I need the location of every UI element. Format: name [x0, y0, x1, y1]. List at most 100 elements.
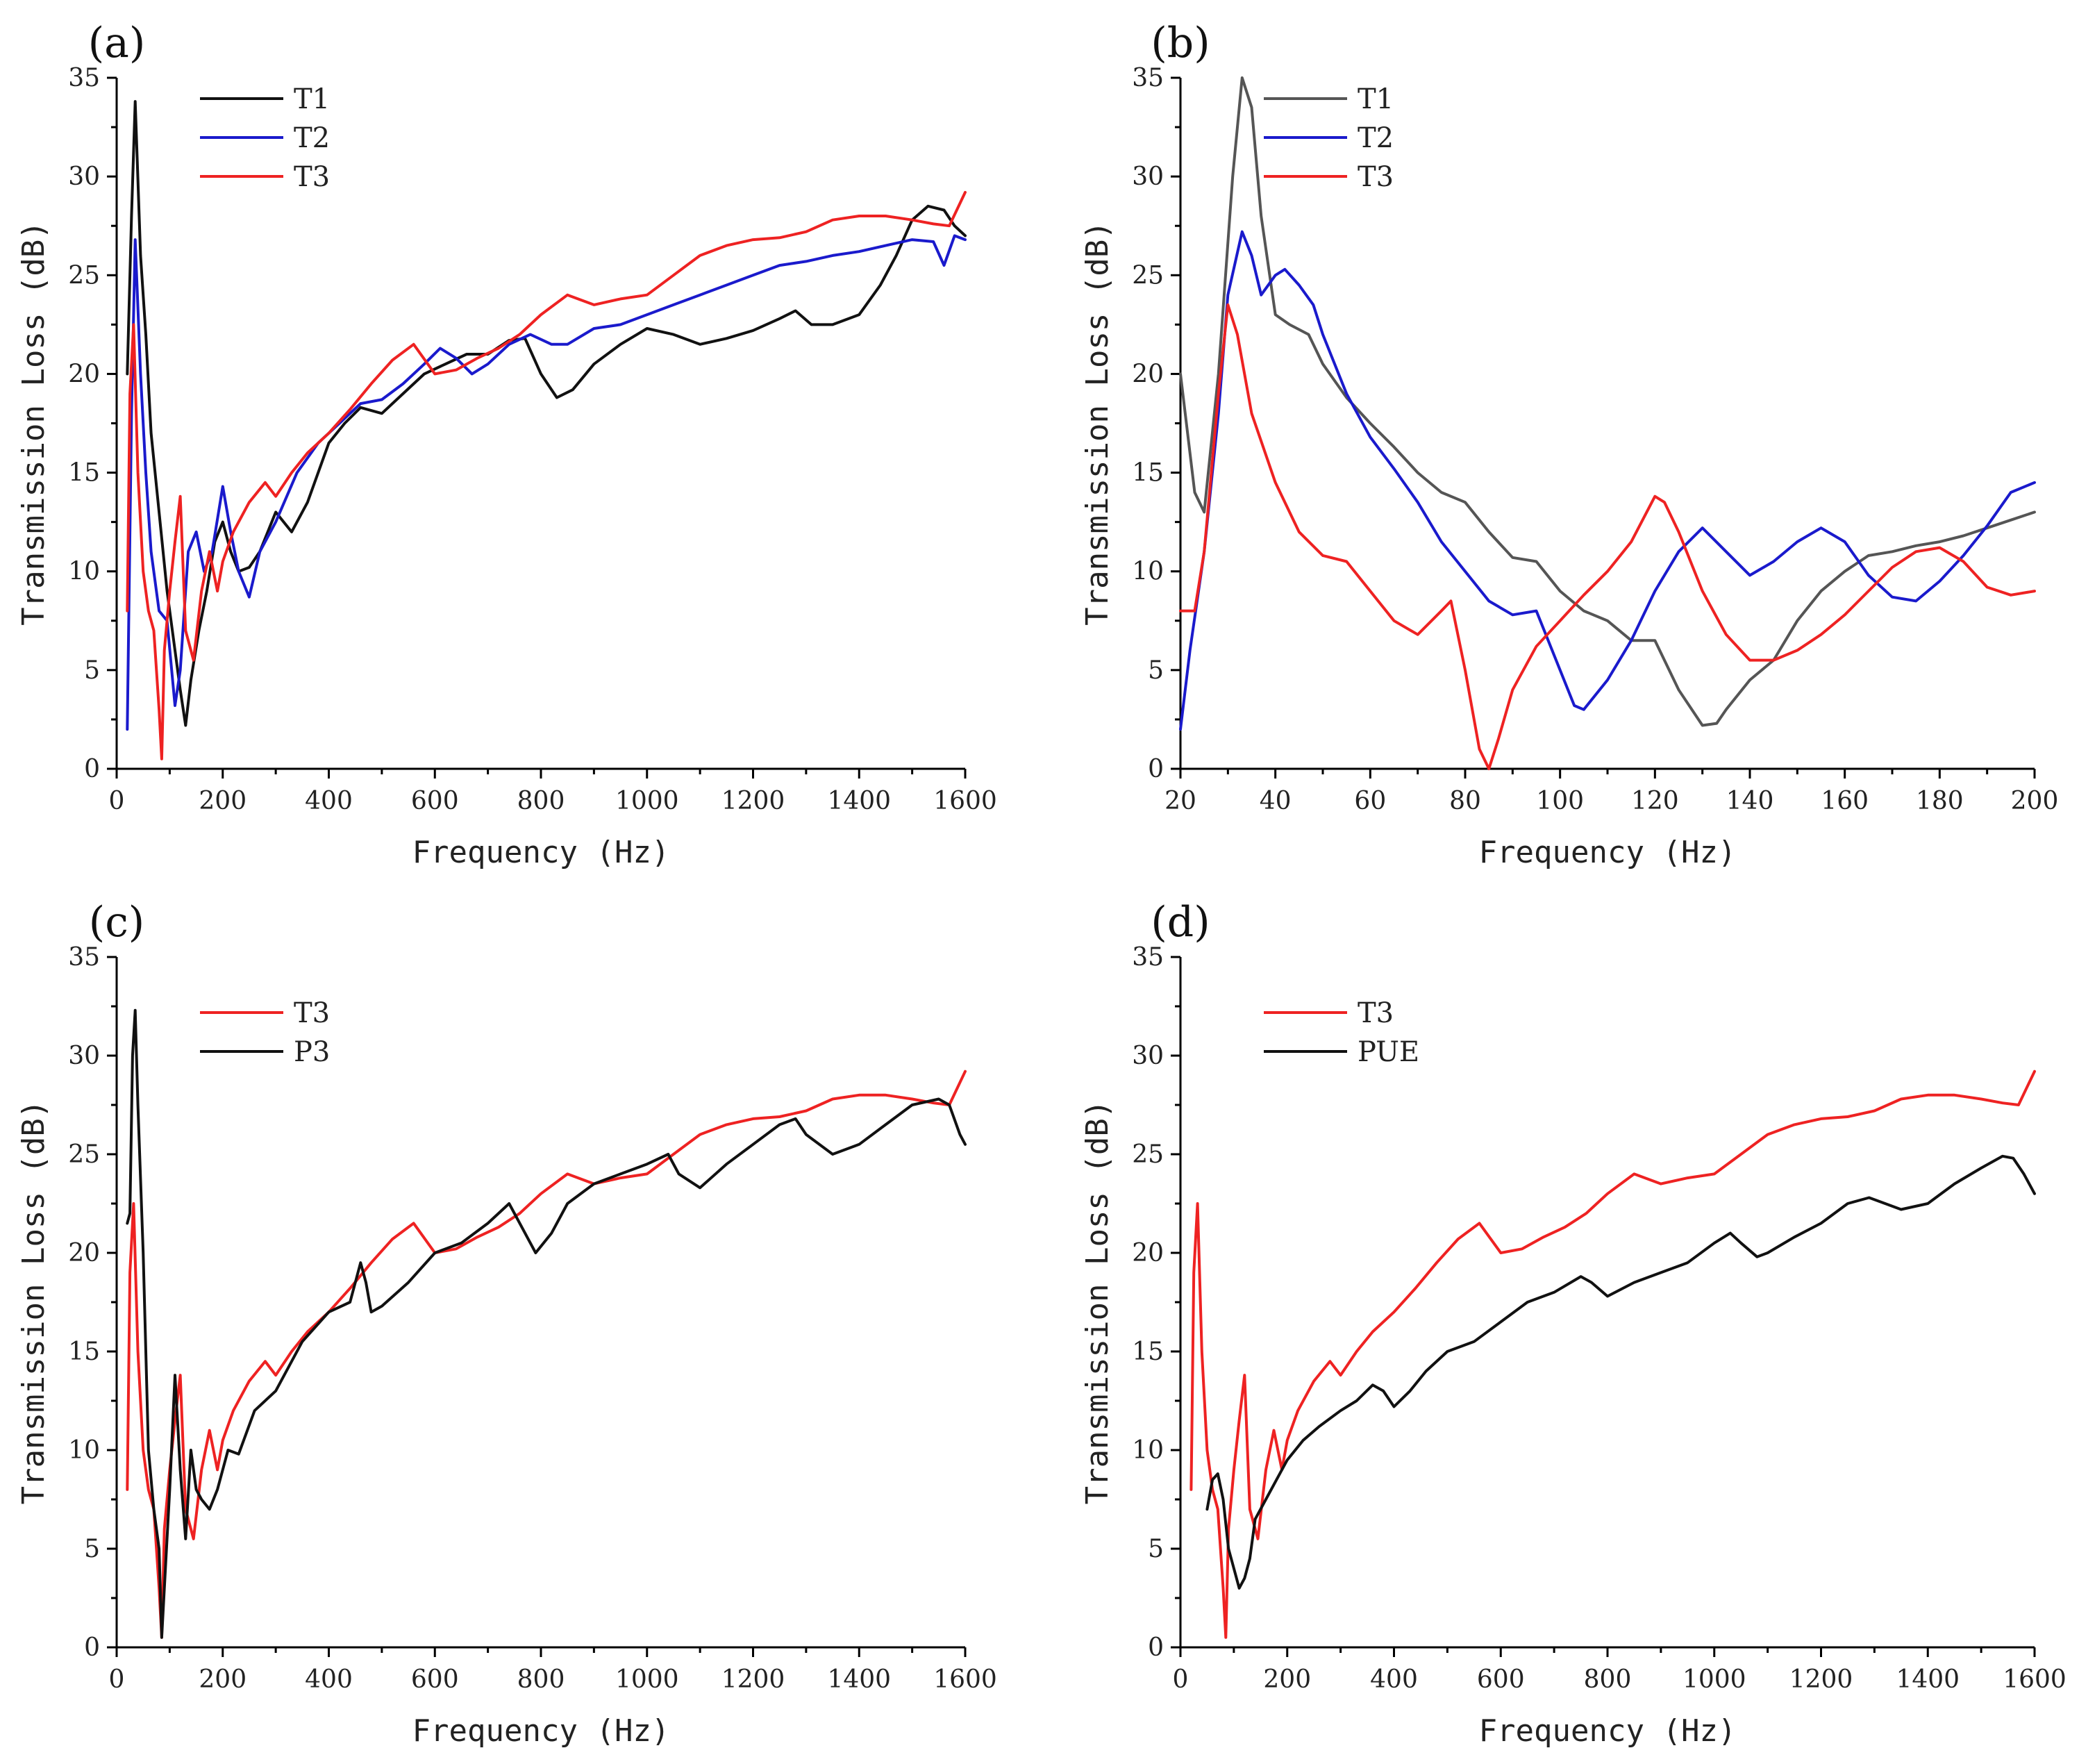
x-tick-label: 400: [305, 787, 353, 815]
x-tick-label: 160: [1821, 787, 1869, 815]
panel-label: (a): [88, 19, 146, 67]
x-tick-label: 1600: [933, 1665, 997, 1694]
y-tick-label: 15: [1132, 1338, 1164, 1366]
panel-label: (b): [1151, 19, 1210, 67]
x-tick-label: 1200: [1789, 1665, 1853, 1694]
x-tick-label: 1600: [2003, 1665, 2067, 1694]
x-tick-label: 1000: [1683, 1665, 1746, 1694]
x-tick-label: 180: [1916, 787, 1964, 815]
series-line-t3: [1189, 1070, 2036, 1639]
series-line-t2: [126, 234, 967, 731]
x-tick-label: 1000: [615, 787, 679, 815]
y-tick-label: 0: [84, 1633, 100, 1662]
y-tick-label: 35: [68, 64, 100, 92]
y-tick-label: 5: [84, 1535, 100, 1563]
series-line-t2: [1179, 230, 2036, 731]
y-tick-label: 0: [1148, 1633, 1164, 1662]
x-tick-label: 200: [2011, 787, 2059, 815]
x-axis-title: Frequency (Hz): [1479, 1713, 1737, 1749]
y-tick-label: 0: [1148, 755, 1164, 783]
y-tick-label: 0: [84, 755, 100, 783]
y-axis-title: Transmission Loss (dB): [1080, 221, 1115, 626]
panel-b: 0 5 10 15 20 25 30 35 20 40 60 80 100 120 140 160 180 200…: [1080, 19, 2058, 870]
x-tick-label: 600: [411, 787, 459, 815]
legend-label-t3: T3: [1358, 161, 1394, 193]
x-tick-label: 0: [109, 787, 125, 815]
y-tick-label: 10: [68, 1436, 100, 1465]
x-axis-title: Frequency (Hz): [412, 1713, 670, 1749]
y-axis-title: Transmission Loss (dB): [16, 221, 51, 626]
x-tick-label: 1600: [933, 787, 997, 815]
series-line-pue: [1205, 1154, 2036, 1590]
y-tick-label: 25: [68, 261, 100, 290]
x-tick-label: 1000: [615, 1665, 679, 1694]
legend-label-t3: T3: [294, 997, 330, 1029]
panel-label: (d): [1151, 898, 1210, 947]
y-tick-label: 25: [68, 1140, 100, 1169]
y-tick-label: 35: [1132, 64, 1164, 92]
y-tick-label: 30: [1132, 163, 1164, 191]
y-tick-label: 20: [1132, 360, 1164, 388]
y-axis-title: Transmission Loss (dB): [16, 1100, 51, 1505]
x-tick-label: 200: [199, 787, 247, 815]
panel-label: (c): [89, 898, 144, 947]
series-line-t1: [126, 100, 967, 727]
y-tick-label: 30: [68, 1042, 100, 1070]
x-tick-label: 1400: [827, 787, 891, 815]
legend-label-t3: T3: [1358, 997, 1394, 1029]
x-tick-label: 800: [1584, 1665, 1632, 1694]
x-tick-label: 80: [1449, 787, 1481, 815]
y-tick-label: 5: [1148, 656, 1164, 685]
x-tick-label: 40: [1260, 787, 1292, 815]
legend-label-p3: P3: [294, 1036, 330, 1068]
x-tick-label: 1400: [1896, 1665, 1960, 1694]
x-tick-label: 600: [411, 1665, 459, 1694]
y-tick-label: 10: [1132, 1436, 1164, 1465]
x-tick-label: 400: [1370, 1665, 1418, 1694]
x-tick-label: 800: [517, 1665, 565, 1694]
x-tick-label: 100: [1536, 787, 1584, 815]
legend-label-t2: T2: [1358, 122, 1394, 154]
y-tick-label: 35: [1132, 943, 1164, 972]
series-line-t1: [1179, 76, 2036, 727]
y-tick-label: 20: [68, 360, 100, 388]
y-tick-label: 15: [1132, 459, 1164, 488]
y-tick-label: 15: [68, 1338, 100, 1366]
legend-label-t3: T3: [294, 161, 330, 193]
y-tick-label: 25: [1132, 1140, 1164, 1169]
y-axis-title: Transmission Loss (dB): [1080, 1100, 1115, 1505]
x-tick-label: 800: [517, 787, 565, 815]
x-tick-label: 200: [1263, 1665, 1311, 1694]
x-tick-label: 120: [1631, 787, 1679, 815]
x-tick-label: 1200: [721, 1665, 785, 1694]
y-tick-label: 10: [1132, 558, 1164, 586]
x-tick-label: 400: [305, 1665, 353, 1694]
x-axis-title: Frequency (Hz): [1479, 835, 1737, 870]
series-line-t3: [126, 1070, 967, 1639]
y-tick-label: 25: [1132, 261, 1164, 290]
x-tick-label: 1200: [721, 787, 785, 815]
y-tick-label: 20: [1132, 1239, 1164, 1267]
panel-a: 0 5 10 15 20 25 30 35 0 200 400 600 800 1000 1200 1400 1…: [16, 19, 997, 870]
y-tick-label: 30: [68, 163, 100, 191]
x-tick-label: 0: [1173, 1665, 1189, 1694]
panel-d: 0 5 10 15 20 25 30 35 0 200 400 600 800 1000 1200 1400 1…: [1080, 898, 2067, 1749]
x-tick-label: 600: [1477, 1665, 1525, 1694]
y-tick-label: 30: [1132, 1042, 1164, 1070]
legend-label-pue: PUE: [1358, 1036, 1419, 1068]
series-line-t3: [126, 190, 967, 760]
legend-label-t1: T1: [1358, 83, 1394, 115]
legend-label-t2: T2: [294, 122, 330, 154]
panel-c: 0 5 10 15 20 25 30 35 0 200 400 600 800 1000 1200 1400 1…: [16, 898, 997, 1749]
x-tick-label: 60: [1354, 787, 1386, 815]
x-tick-label: 20: [1164, 787, 1196, 815]
x-axis-title: Frequency (Hz): [412, 835, 670, 870]
series-line-t3: [1179, 303, 2036, 770]
y-tick-label: 5: [1148, 1535, 1164, 1563]
y-tick-label: 10: [68, 558, 100, 586]
series-line-p3: [126, 1008, 967, 1639]
x-tick-label: 0: [109, 1665, 125, 1694]
x-tick-label: 140: [1726, 787, 1774, 815]
x-tick-label: 200: [199, 1665, 247, 1694]
